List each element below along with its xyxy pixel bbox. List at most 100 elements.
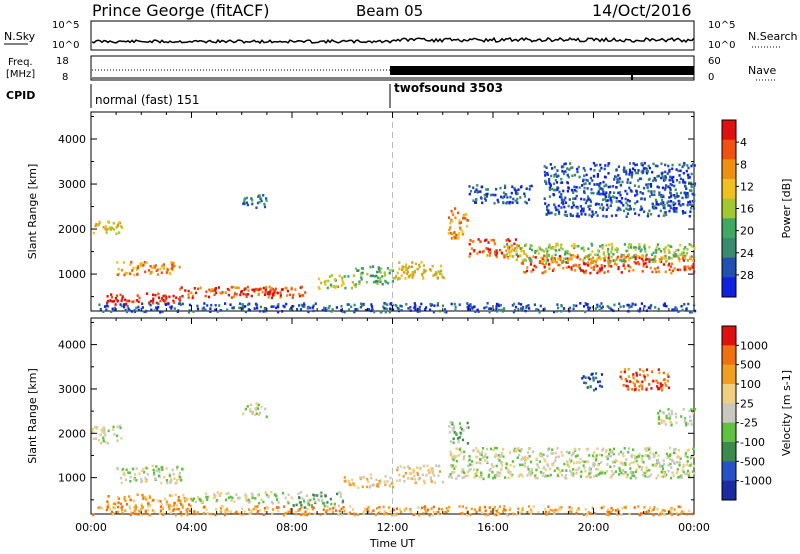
cell: [689, 206, 693, 210]
cell: [244, 407, 247, 411]
cell: [655, 200, 658, 204]
cell: [157, 302, 160, 305]
cell: [369, 309, 372, 313]
cell: [214, 287, 217, 290]
cell: [106, 442, 110, 445]
cell: [643, 375, 646, 379]
cell: [597, 190, 600, 193]
cell: [524, 243, 527, 246]
cell: [259, 509, 262, 512]
cell: [678, 202, 681, 206]
cell: [238, 496, 241, 500]
cell: [607, 247, 610, 251]
cell: [669, 183, 672, 186]
cell: [426, 464, 429, 468]
cell: [259, 197, 262, 200]
cell: [105, 231, 108, 234]
cell: [607, 253, 610, 256]
cell: [663, 251, 666, 254]
cell: [689, 456, 693, 459]
cell: [689, 415, 692, 419]
colorbar-tick-label: -500: [740, 455, 765, 468]
cell: [131, 467, 134, 471]
cell: [644, 167, 647, 170]
nsearch-label: N.Search: [748, 30, 798, 43]
cell: [248, 309, 251, 312]
cell: [187, 293, 190, 296]
cell: [592, 379, 595, 382]
cell: [393, 276, 397, 280]
cell: [558, 255, 561, 258]
cell: [462, 217, 465, 220]
cell: [405, 507, 408, 510]
cell: [392, 508, 395, 512]
cell: [453, 427, 456, 430]
cell: [411, 477, 414, 480]
cell: [235, 286, 238, 289]
cell: [674, 451, 677, 455]
cell: [588, 454, 591, 457]
cell: [207, 295, 211, 299]
cell: [214, 513, 217, 517]
cell: [558, 212, 561, 216]
cell: [656, 248, 659, 252]
cell: [505, 239, 508, 242]
cell: [459, 426, 462, 429]
cell: [603, 175, 607, 179]
cell: [107, 227, 110, 231]
cell: [191, 499, 194, 502]
cell: [687, 194, 690, 198]
cell: [664, 175, 667, 178]
cell: [290, 306, 293, 310]
cell: [577, 244, 580, 248]
cell: [265, 493, 268, 497]
cell: [597, 464, 600, 467]
cell: [497, 453, 500, 457]
cell: [663, 513, 666, 517]
cell: [456, 474, 459, 478]
cell: [421, 273, 424, 276]
y-tick-label: 1000: [58, 268, 86, 281]
colorbar-segment: [722, 179, 736, 200]
cell: [515, 199, 518, 203]
cell: [102, 436, 105, 440]
cell: [256, 510, 259, 513]
cell: [637, 261, 640, 264]
cell: [601, 471, 604, 475]
cell: [595, 372, 598, 375]
cell: [103, 431, 106, 435]
cell: [452, 430, 455, 433]
cell: [641, 473, 645, 477]
cell: [670, 420, 673, 424]
cell: [564, 170, 567, 173]
cell: [379, 510, 382, 514]
cell: [668, 209, 671, 213]
cell: [548, 180, 551, 183]
cell: [191, 296, 194, 300]
cell: [583, 466, 586, 470]
cell: [276, 304, 279, 308]
cell: [591, 256, 595, 260]
cell: [239, 293, 242, 297]
cell: [159, 267, 162, 271]
cell: [647, 183, 650, 186]
cell: [163, 265, 166, 268]
cell: [343, 479, 346, 483]
cell: [144, 476, 147, 480]
cell: [554, 253, 557, 257]
cell: [256, 407, 259, 410]
cell: [590, 188, 593, 191]
cell: [322, 508, 325, 511]
cell: [378, 480, 381, 483]
cell: [663, 188, 666, 192]
cell: [511, 304, 514, 307]
cell: [649, 185, 653, 188]
cell: [655, 270, 658, 274]
cell: [513, 187, 516, 190]
cell: [522, 307, 525, 310]
cell: [492, 448, 495, 452]
cell: [645, 368, 649, 371]
cell: [124, 478, 127, 482]
cell: [592, 268, 595, 271]
cell: [588, 472, 591, 475]
